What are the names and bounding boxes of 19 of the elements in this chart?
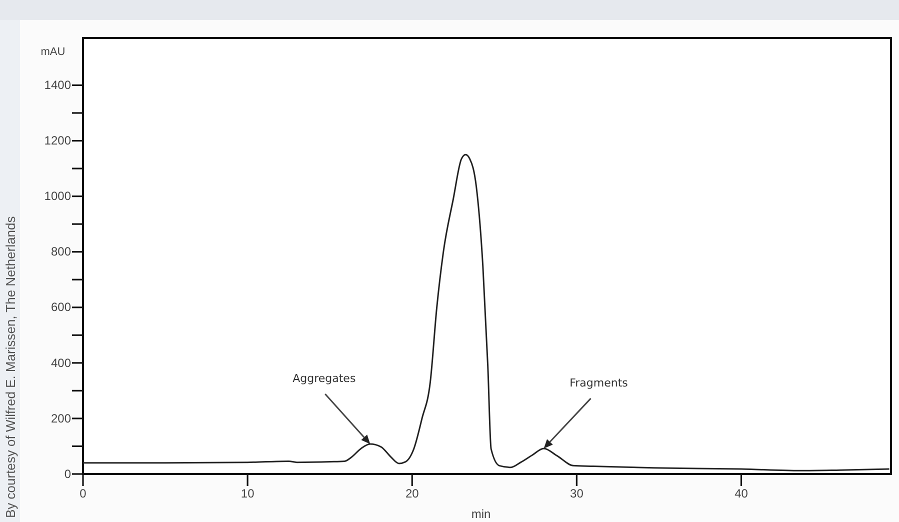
y-tick-label: 1200 bbox=[44, 134, 72, 148]
x-tick-label: 0 bbox=[80, 486, 87, 501]
x-tick-label: 10 bbox=[240, 486, 255, 501]
annotation: Fragments bbox=[570, 376, 628, 390]
x-tick-label: 40 bbox=[734, 486, 748, 501]
y-tick-label: 200 bbox=[50, 411, 72, 426]
y-tick-label: 600 bbox=[50, 300, 72, 314]
line-series bbox=[82, 154, 890, 472]
y-axis-title: mAU bbox=[40, 46, 66, 58]
y-tick-label: 1400 bbox=[44, 78, 72, 92]
x-tick-label: 30 bbox=[570, 486, 584, 501]
annotation: Aggregates bbox=[292, 372, 356, 386]
x-tick-label: 20 bbox=[405, 486, 420, 501]
y-tick-label: 0 bbox=[64, 466, 72, 481]
y-tick-label: 400 bbox=[50, 356, 72, 370]
x-axis-title: min bbox=[471, 507, 491, 521]
text: By courtesy of Wilfred E. Marissen, The Netherlands bbox=[3, 216, 18, 518]
y-tick-label: 800 bbox=[50, 244, 72, 259]
y-tick-label: 1000 bbox=[44, 189, 72, 204]
